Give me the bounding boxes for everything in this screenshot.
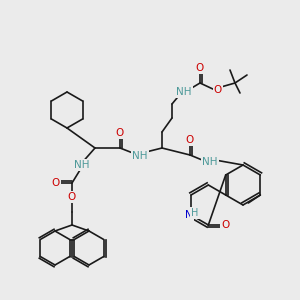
Text: O: O bbox=[186, 135, 194, 145]
Text: O: O bbox=[221, 220, 230, 230]
Text: H: H bbox=[191, 208, 199, 218]
Text: O: O bbox=[68, 192, 76, 202]
Text: NH: NH bbox=[132, 151, 148, 161]
Text: O: O bbox=[196, 63, 204, 73]
Text: NH: NH bbox=[202, 157, 218, 167]
Text: O: O bbox=[116, 128, 124, 138]
Text: NH: NH bbox=[74, 160, 90, 170]
Text: N: N bbox=[185, 210, 193, 220]
Text: O: O bbox=[52, 178, 60, 188]
Text: NH: NH bbox=[176, 87, 192, 97]
Text: O: O bbox=[214, 85, 222, 95]
